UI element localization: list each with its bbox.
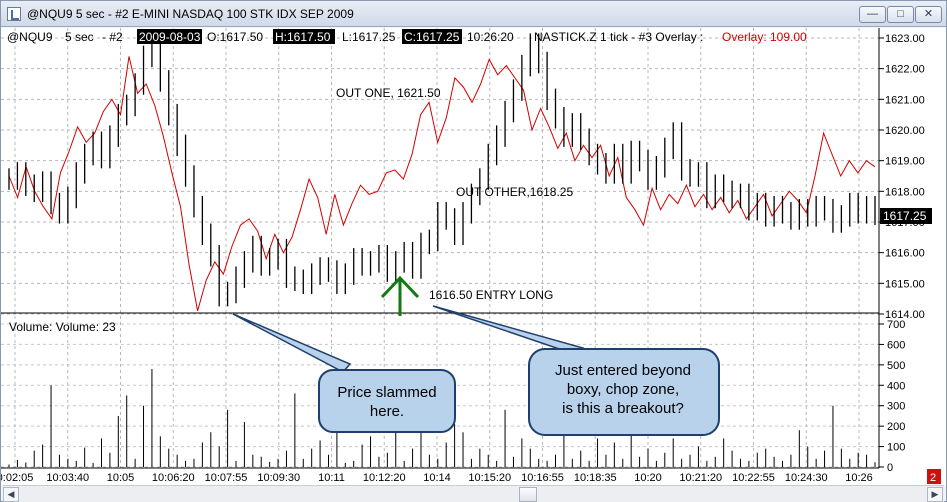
header-close: C:1617.25 bbox=[404, 30, 460, 44]
volume-axis: 700 600 500 400 300 200 100 0 bbox=[879, 319, 905, 474]
header-low: L:1617.25 bbox=[342, 30, 396, 44]
chart-app-icon bbox=[7, 7, 21, 21]
time-tick-label: 10:07:55 bbox=[205, 472, 248, 484]
overlay-series bbox=[8, 56, 876, 312]
header-date: 2009-08-03 bbox=[139, 30, 201, 44]
alert-flag-label: 2 bbox=[930, 472, 936, 484]
time-tick-label: 10:21:20 bbox=[679, 472, 722, 484]
time-tick-label: 10:15:20 bbox=[468, 472, 511, 484]
time-tick-label: 10:03:40 bbox=[46, 472, 89, 484]
close-icon: ✕ bbox=[923, 8, 934, 20]
entry-arrow-icon bbox=[380, 275, 420, 316]
volume-tick-label: 700 bbox=[887, 319, 905, 331]
header-overlay-value: Overlay: 109.00 bbox=[722, 30, 807, 44]
annotation-out-one: OUT ONE, 1621.50 bbox=[336, 86, 441, 100]
price-tick-label: 1614.00 bbox=[885, 309, 925, 321]
price-tick-label: 1620.00 bbox=[885, 125, 925, 137]
last-price-label: 1617.25 bbox=[883, 209, 927, 223]
time-tick-label: 10:20 bbox=[634, 472, 662, 484]
overlay-line bbox=[8, 56, 876, 312]
time-tick-label: 10:22:55 bbox=[732, 472, 775, 484]
annotation-entry: 1616.50 ENTRY LONG bbox=[429, 288, 553, 302]
header-open: O:1617.50 bbox=[207, 30, 263, 44]
header-time: 10:26:20 bbox=[467, 30, 514, 44]
price-tick-label: 1622.00 bbox=[885, 64, 925, 76]
price-tick-label: 1623.00 bbox=[885, 33, 925, 45]
volume-tick-label: 500 bbox=[887, 360, 905, 372]
header-overlay-label: NASTICK.Z 1 tick - #3 Overlay : bbox=[534, 30, 703, 44]
maximize-button[interactable]: □ bbox=[887, 6, 914, 23]
time-tick-label: 10:16:55 bbox=[521, 472, 564, 484]
chart-grid bbox=[1, 28, 879, 468]
price-tick-label: 1615.00 bbox=[885, 278, 925, 290]
time-tick-label: 10:12:20 bbox=[363, 472, 406, 484]
price-tick-label: 1619.00 bbox=[885, 156, 925, 168]
time-axis: 0:02:05 10:03:40 10:05 10:06:20 10:07:55 10:0… bbox=[1, 472, 873, 484]
time-tick-label: 10:24:30 bbox=[785, 472, 828, 484]
price-tick-label: 1621.00 bbox=[885, 94, 925, 106]
volume-tick-label: 600 bbox=[887, 339, 905, 351]
minimize-icon: — bbox=[867, 8, 878, 20]
time-tick-label: 0:02:05 bbox=[1, 472, 33, 484]
price-chart[interactable]: 1623.00 1622.00 1621.00 1620.00 1619.00 1618.… bbox=[1, 28, 946, 485]
annotation-out-other: OUT OTHER,1618.25 bbox=[456, 185, 573, 199]
volume-tick-label: 0 bbox=[887, 462, 893, 474]
close-button[interactable]: ✕ bbox=[915, 6, 942, 23]
scroll-right-button[interactable]: ▶ bbox=[927, 487, 943, 502]
header-chart-no: - #2 bbox=[102, 30, 123, 44]
title-bar[interactable]: @NQU9 5 sec - #2 E-MINI NASDAQ 100 STK I… bbox=[1, 1, 946, 27]
minimize-button[interactable]: — bbox=[859, 6, 886, 23]
last-price-marker bbox=[880, 208, 932, 224]
horizontal-scrollbar[interactable]: ◀ ▶ bbox=[3, 485, 944, 502]
date-highlight bbox=[137, 29, 202, 44]
time-tick-label: 10:06:20 bbox=[152, 472, 195, 484]
header-interval: 5 sec bbox=[65, 30, 94, 44]
time-tick-label: 10:05 bbox=[107, 472, 135, 484]
time-tick-label: 10:11 bbox=[318, 472, 345, 484]
scroll-thumb[interactable] bbox=[519, 487, 537, 502]
chart-background bbox=[1, 28, 946, 485]
window-title: @NQU9 5 sec - #2 E-MINI NASDAQ 100 STK I… bbox=[27, 7, 354, 21]
volume-label: Volume: Volume: 23 bbox=[9, 320, 116, 334]
price-tick-label: 1618.00 bbox=[885, 186, 925, 198]
time-tick-label: 10:26 bbox=[845, 472, 873, 484]
volume-tick-label: 300 bbox=[887, 401, 905, 413]
time-tick-label: 10:14 bbox=[423, 472, 451, 484]
arrow-right-icon: ▶ bbox=[931, 489, 939, 499]
price-bars bbox=[8, 30, 876, 307]
callout-right bbox=[528, 348, 720, 436]
callout-left-line-1: Price slammed bbox=[337, 384, 436, 401]
close-highlight bbox=[402, 29, 462, 44]
maximize-icon: □ bbox=[897, 8, 904, 20]
callout-right-line-1: Just entered beyond bbox=[555, 362, 691, 379]
callout-left-line-2: here. bbox=[370, 403, 404, 420]
time-tick-label: 10:18:35 bbox=[574, 472, 617, 484]
header-high: H:1617.50 bbox=[275, 30, 331, 44]
scroll-left-button[interactable]: ◀ bbox=[3, 487, 19, 502]
arrow-left-icon: ◀ bbox=[7, 489, 15, 499]
callout-left-pointer bbox=[232, 313, 352, 373]
header-symbol: @NQU9 bbox=[7, 30, 53, 44]
alert-flag[interactable] bbox=[927, 469, 941, 484]
callout-right-line-2: boxy, chop zone, bbox=[567, 381, 679, 398]
price-tick-label: 1616.00 bbox=[885, 248, 925, 260]
volume-tick-label: 100 bbox=[887, 442, 905, 454]
volume-tick-label: 400 bbox=[887, 380, 905, 392]
callout-right-line-3: is this a breakout? bbox=[562, 400, 684, 417]
volume-tick-label: 200 bbox=[887, 421, 905, 433]
time-tick-label: 10:09:30 bbox=[257, 472, 300, 484]
callout-left bbox=[318, 369, 456, 433]
high-highlight bbox=[273, 29, 335, 44]
